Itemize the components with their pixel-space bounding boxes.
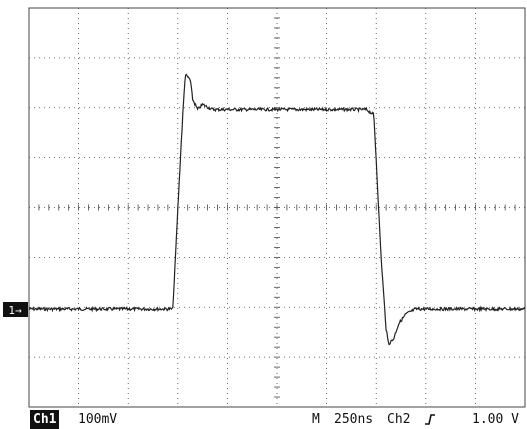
trigger-level: 1.00 V — [472, 412, 519, 427]
channel-badge: Ch1 — [30, 410, 60, 429]
graticule-center-ticks — [28, 7, 526, 408]
volts-per-div: 100mV — [78, 412, 118, 427]
time-per-div: 250ns — [334, 412, 374, 427]
status-bar: Ch1 100mV M 250ns Ch2 1.00 V — [0, 410, 527, 429]
trigger-source: Ch2 — [387, 412, 411, 427]
ch1-ground-marker: 1→ — [3, 302, 28, 317]
acquisition-mode: M — [312, 412, 320, 427]
ch1-waveform-trace — [28, 73, 526, 346]
rising-edge-icon — [425, 414, 435, 425]
ch1-ground-marker-label: 1→ — [8, 304, 22, 317]
